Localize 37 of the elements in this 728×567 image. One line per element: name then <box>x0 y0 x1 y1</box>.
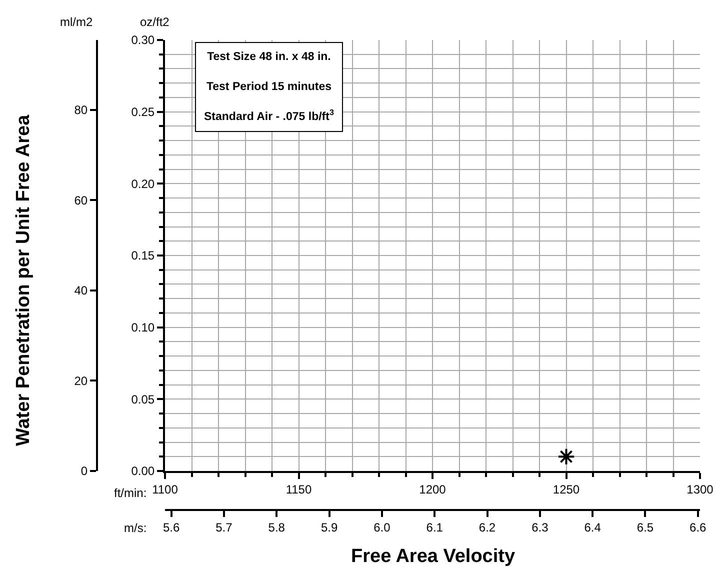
x2-tick-label: 6.4 <box>584 520 602 534</box>
x2-tick-label: 6.6 <box>690 520 707 534</box>
text: ft/min: <box>114 486 147 500</box>
y-tick-label: 0.30 <box>131 33 155 48</box>
x-tick-label: 1150 <box>286 482 312 496</box>
y2-axis-title: ml/m2 <box>60 15 93 29</box>
x2-tick-label: 5.7 <box>216 520 233 534</box>
y-tick-label: 0.20 <box>131 176 155 191</box>
x-tick-label: 1300 <box>686 482 714 496</box>
y-tick-label: 0.15 <box>131 248 155 263</box>
x-axis-title: Free Area Velocity <box>351 546 516 567</box>
y2-tick-label: 20 <box>74 374 88 388</box>
y-axis-title: oz/ft2 <box>140 15 170 29</box>
annotation: Test Size 48 in. x 48 in. <box>207 51 331 63</box>
y-tick-label: 0.00 <box>131 464 155 478</box>
x2-tick-label: 6.2 <box>478 520 496 534</box>
y2-tick-label: 60 <box>74 193 88 208</box>
x2-tick-label: 5.9 <box>320 520 338 534</box>
x-tick-label: 1200 <box>419 482 446 496</box>
y-tick-label: 0.10 <box>131 320 155 335</box>
y-tick-label: 0.05 <box>131 392 155 406</box>
annotation: Standard Air - .075 lb/ft$^{3}$ <box>204 108 334 123</box>
x2-tick-label: 6.3 <box>532 520 549 534</box>
x-tick-label: 1100 <box>152 482 178 496</box>
y2-tick-label: 40 <box>74 284 88 298</box>
x2-tick-label: 5.6 <box>162 520 180 534</box>
x-tick-label: 1250 <box>552 482 580 496</box>
x2-tick-label: 6.5 <box>636 520 654 534</box>
y2-tick-label: 80 <box>74 103 88 118</box>
x2-axis-title: m/s: <box>124 521 147 535</box>
x2-tick-label: 5.8 <box>268 520 286 534</box>
x2-tick-label: 6.1 <box>426 520 444 534</box>
text: Water Penetration per Unit Free Area <box>13 114 34 446</box>
y-tick-label: 0.25 <box>131 105 155 120</box>
x2-tick-label: 6.0 <box>374 520 391 534</box>
y2-tick-label: 0 <box>80 464 88 478</box>
annotation: Test Period 15 minutes <box>206 80 332 93</box>
